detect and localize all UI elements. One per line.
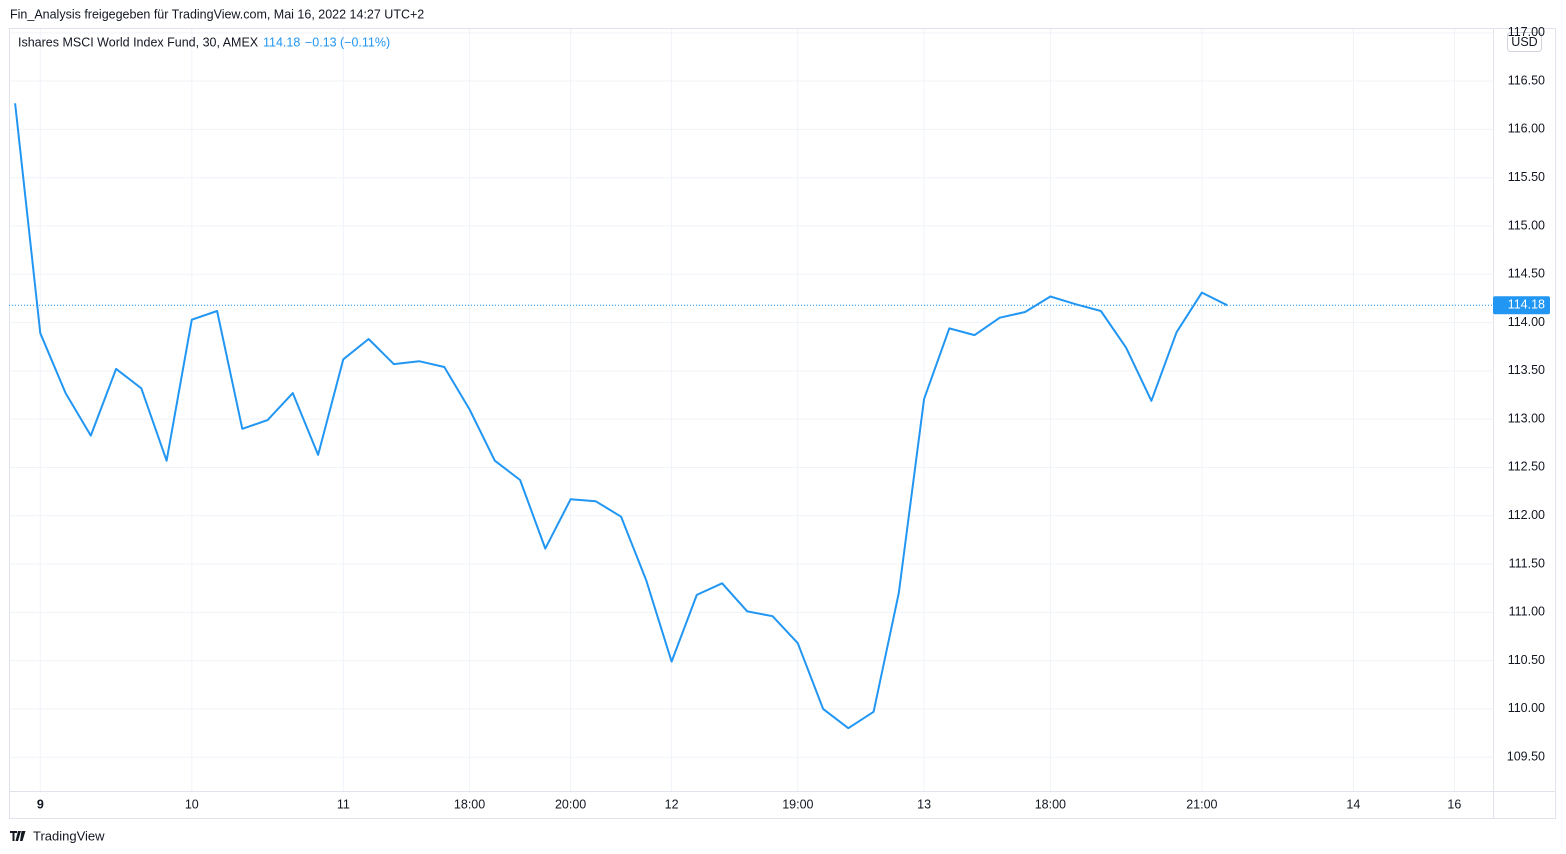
y-tick-label: 110.50 <box>1508 653 1545 667</box>
x-tick-label: 11 <box>337 797 350 811</box>
x-tick-label: 19:00 <box>782 797 813 811</box>
logo: TradingView <box>10 828 105 843</box>
logo-text: TradingView <box>33 828 105 843</box>
legend-title: Ishares MSCI World Index Fund, 30, AMEX <box>18 35 259 49</box>
x-tick-label: 12 <box>665 797 679 811</box>
x-tick-label: 21:00 <box>1186 797 1217 811</box>
y-tick-label: 114.00 <box>1508 315 1545 329</box>
y-tick-label: 116.50 <box>1508 73 1545 87</box>
y-tick-label: 111.50 <box>1509 556 1545 570</box>
x-tick-label: 13 <box>917 797 931 811</box>
x-tick-label: 18:00 <box>1035 797 1066 811</box>
y-tick-label: 112.00 <box>1508 508 1545 522</box>
x-tick-label: 10 <box>185 797 199 811</box>
x-tick-label: 20:00 <box>555 797 586 811</box>
currency[interactable]: USD <box>1511 35 1537 49</box>
legend-change-pct: (−0.11%) <box>340 35 390 49</box>
legend-last: 114.18 <box>263 35 300 49</box>
y-tick-label: 112.50 <box>1508 460 1545 474</box>
x-tick-label: 9 <box>37 797 44 811</box>
y-tick-label: 110.00 <box>1508 701 1545 715</box>
plot-area <box>9 28 1493 791</box>
y-tick-label: 113.50 <box>1508 363 1545 377</box>
frame <box>9 28 1556 819</box>
x-tick-label: 14 <box>1346 797 1360 811</box>
y-tick-label: 113.00 <box>1508 411 1545 425</box>
last-price-label: 114.18 <box>1508 297 1545 311</box>
logo-mark <box>10 831 26 841</box>
last-price-tag <box>1493 296 1550 315</box>
price-line <box>14 103 1228 730</box>
y-tick-label: 115.00 <box>1508 218 1545 232</box>
y-tick-label: 117.00 <box>1508 25 1545 39</box>
currency-box[interactable] <box>1507 32 1542 52</box>
y-tick-label: 111.00 <box>1509 605 1545 619</box>
header: Fin_Analysis freigegeben für TradingView… <box>10 7 424 21</box>
y-tick-label: 116.00 <box>1508 122 1545 136</box>
x-tick-label: 16 <box>1447 797 1461 811</box>
y-tick-label: 114.50 <box>1508 267 1545 281</box>
y-tick-label: 109.50 <box>1507 749 1545 763</box>
legend-change: −0.13 <box>305 35 337 49</box>
y-tick-label: 115.50 <box>1508 170 1545 184</box>
x-tick-label: 18:00 <box>454 797 485 811</box>
